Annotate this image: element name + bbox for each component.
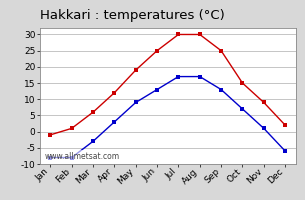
Text: Hakkari : temperatures (°C): Hakkari : temperatures (°C) <box>40 9 224 22</box>
Text: www.allmetsat.com: www.allmetsat.com <box>45 152 120 161</box>
